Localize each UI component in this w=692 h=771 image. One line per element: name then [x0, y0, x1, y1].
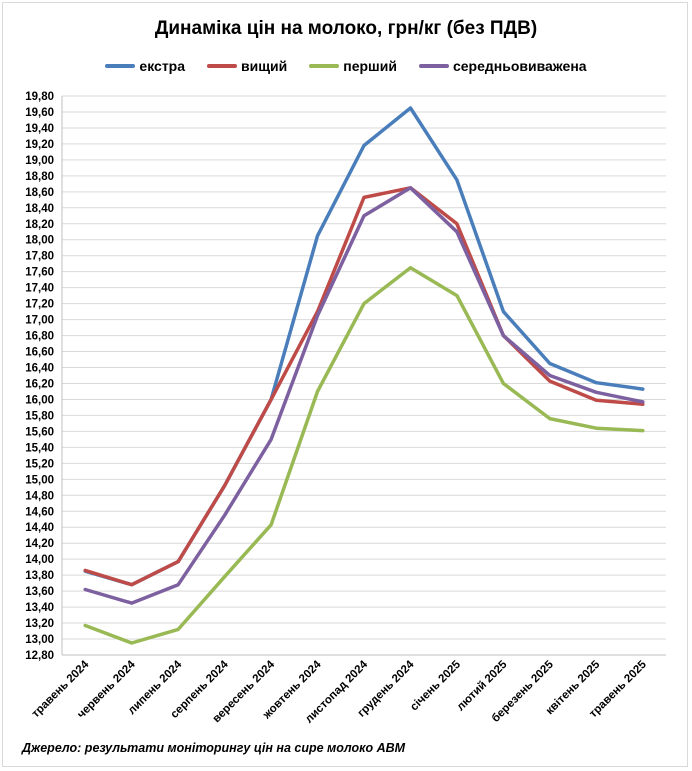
y-tick-label: 15,00 [25, 474, 54, 486]
y-tick-label: 19,40 [25, 123, 54, 135]
y-tick-label: 19,80 [25, 91, 54, 103]
legend-label-extra: екстра [139, 58, 186, 74]
y-tick-label: 16,60 [25, 347, 54, 359]
series-lines [83, 106, 645, 645]
chart-title: Динаміка цін на молоко, грн/кг (без ПДВ) [154, 18, 538, 39]
legend-item-first: перший [309, 58, 397, 74]
y-tick-label: 18,40 [25, 203, 54, 215]
y-tick-label: 13,60 [25, 586, 54, 598]
legend-swatch-higher [207, 64, 238, 68]
y-tick-label: 17,20 [25, 299, 54, 311]
y-tick-label: 13,80 [25, 570, 54, 582]
y-tick-label: 19,20 [25, 139, 54, 151]
y-tick-label: 16,40 [25, 363, 54, 375]
y-tick-label: 14,80 [25, 490, 54, 502]
axes [61, 96, 666, 656]
series-line-1 [83, 186, 645, 587]
y-tick-label: 13,40 [25, 602, 54, 614]
y-tick-label: 15,60 [25, 426, 54, 438]
y-tick-label: 14,40 [25, 522, 54, 534]
y-tick-label: 16,20 [25, 378, 54, 390]
gridlines [62, 95, 666, 656]
y-tick-label: 17,00 [25, 315, 54, 327]
y-tick-label: 16,00 [25, 394, 54, 406]
y-tick-label: 13,00 [25, 634, 54, 646]
legend-item-weighted: середньовиважена [418, 58, 587, 74]
legend-label-weighted: середньовиважена [452, 58, 587, 74]
y-axis-ticks: 12,80 13,00 13,20 13,40 13,60 13,80 14,00 14,20… [25, 91, 54, 662]
y-tick-label: 16,80 [25, 331, 54, 343]
legend-label-higher: вищий [241, 58, 288, 74]
chart-legend: екстра вищий перший середньовиважена [0, 58, 692, 74]
legend-item-extra: екстра [105, 58, 185, 74]
series-line-3 [83, 186, 645, 605]
y-tick-label: 12,80 [25, 650, 54, 662]
series-line-0 [83, 106, 645, 587]
legend-swatch-extra [105, 64, 136, 68]
y-tick-label: 17,40 [25, 283, 54, 295]
legend-swatch-weighted [418, 64, 449, 68]
y-tick-label: 18,80 [25, 171, 54, 183]
y-tick-label: 15,20 [25, 458, 54, 470]
y-tick-label: 13,20 [25, 618, 54, 630]
legend-item-higher: вищий [207, 58, 287, 74]
y-tick-label: 17,60 [25, 267, 54, 279]
y-tick-label: 19,00 [25, 155, 54, 167]
y-tick-label: 14,00 [25, 554, 54, 566]
y-tick-label: 19,60 [25, 107, 54, 119]
y-tick-label: 14,20 [25, 538, 54, 550]
y-tick-label: 15,80 [25, 410, 54, 422]
y-tick-label: 14,60 [25, 506, 54, 518]
legend-swatch-first [309, 64, 340, 68]
series-line-2 [83, 265, 645, 645]
source-note: Джерело: результати моніторингу цін на с… [22, 741, 406, 755]
y-tick-label: 18,60 [25, 187, 54, 199]
y-tick-label: 18,20 [25, 219, 54, 231]
legend-label-first: перший [343, 58, 397, 74]
y-tick-label: 15,40 [25, 442, 54, 454]
y-tick-label: 18,00 [25, 235, 54, 247]
y-tick-label: 17,80 [25, 251, 54, 263]
